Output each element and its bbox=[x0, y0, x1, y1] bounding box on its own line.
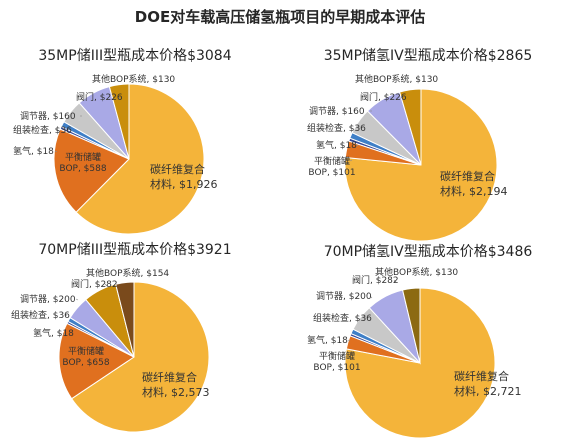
pie-slice-2-6 bbox=[115, 281, 135, 358]
slice-label-2-2: 氢气, $18 bbox=[33, 327, 74, 339]
pie-slice-3-6 bbox=[401, 287, 421, 364]
pie-chart-1: 碳纤维复合材料, $2,194 平衡储罐 BOP, $101 氢气, $18 组装检查,… bbox=[307, 73, 507, 242]
slice-label-3-1: 平衡储罐 BOP, $101 bbox=[313, 350, 360, 373]
slice-label-0-0: 碳纤维复合材料, $1,926 bbox=[150, 162, 217, 191]
leader-line-2-4 bbox=[75, 298, 79, 301]
slice-label-1-1: 平衡储罐 BOP, $101 bbox=[308, 155, 355, 178]
slice-label-2-4: 调节器, $200 bbox=[20, 294, 76, 305]
slice-label-2-6: 其他BOP系统, $154 bbox=[86, 267, 169, 279]
leader-line-1-1 bbox=[349, 159, 353, 162]
slice-label-3-5: 阀门, $282 bbox=[352, 274, 399, 286]
slice-label-2-1: 平衡储罐 BOP, $658 bbox=[62, 345, 109, 368]
pie-slice-3-0 bbox=[344, 287, 496, 438]
leader-line-0-2 bbox=[54, 150, 58, 153]
leader-line-2-2 bbox=[62, 332, 66, 336]
figure-title: DOE对车载高压储氢瓶项目的早期成本评估 bbox=[135, 8, 425, 26]
slice-label-3-6: 其他BOP系统, $130 bbox=[375, 266, 458, 278]
slice-label-2-5: 阀门, $282 bbox=[71, 278, 118, 290]
pie-slice-1-0 bbox=[344, 88, 498, 242]
slice-label-2-0: 碳纤维复合材料, $2,573 bbox=[142, 370, 209, 399]
leader-line-3-2 bbox=[347, 339, 351, 342]
slice-label-1-5: 阀门, $226 bbox=[360, 91, 407, 103]
pie-slice-2-1 bbox=[58, 322, 135, 400]
slice-label-3-4: 调节器, $200 bbox=[316, 291, 372, 302]
leader-line-1-5 bbox=[400, 96, 404, 99]
leader-line-0-3 bbox=[55, 129, 59, 132]
chart-title-70mp-type4: 70MP储氢IV型瓶成本价格$3486 bbox=[324, 244, 533, 260]
pie-chart-2: 碳纤维复合材料, $2,573 平衡储罐 BOP, $658 氢气, $18 组装检查,… bbox=[11, 267, 210, 433]
leader-line-1-2 bbox=[355, 144, 359, 147]
chart-title-70mp-type3: 70MP储III型瓶成本价格$3921 bbox=[38, 242, 231, 258]
pie-slice-0-0 bbox=[75, 83, 205, 235]
slice-label-1-0: 碳纤维复合材料, $2,194 bbox=[440, 169, 507, 198]
leader-line-0-5 bbox=[117, 96, 121, 100]
slice-label-3-0: 碳纤维复合材料, $2,721 bbox=[454, 369, 521, 398]
slice-label-0-3: 组装检查, $36 bbox=[13, 124, 72, 136]
chart-title-35mp-type3: 35MP储III型瓶成本价格$3084 bbox=[38, 48, 231, 64]
slice-label-2-3: 组装检查, $36 bbox=[11, 309, 70, 321]
leader-line-2-3 bbox=[64, 314, 68, 317]
pie-slice-2-0 bbox=[70, 281, 210, 433]
pie-chart-3: 碳纤维复合材料, $2,721 平衡储罐 BOP, $101 氢气, $18 组装检查,… bbox=[307, 266, 521, 438]
slice-label-0-1: 平衡储罐 BOP, $588 bbox=[59, 151, 106, 174]
chart-title-35mp-type4: 35MP储氢IV型瓶成本价格$2865 bbox=[324, 48, 533, 64]
slice-label-1-6: 其他BOP系统, $130 bbox=[355, 73, 438, 85]
slice-label-1-2: 氢气, $18 bbox=[316, 139, 357, 151]
slice-label-3-3: 组装检查, $36 bbox=[313, 312, 372, 324]
slice-label-1-4: 调节器, $160 bbox=[309, 106, 365, 117]
leader-line-3-5 bbox=[393, 279, 397, 283]
leader-line-2-5 bbox=[104, 283, 108, 287]
slice-label-0-2: 氢气, $18 bbox=[13, 145, 54, 157]
slice-label-1-3: 组装检查, $36 bbox=[307, 122, 366, 134]
slice-label-0-4: 调节器, $160 bbox=[20, 111, 76, 122]
pie-chart-0: 碳纤维复合材料, $1,926 平衡储罐 BOP, $588 氢气, $18 组装检查,… bbox=[13, 73, 217, 235]
pie-slice-0-6 bbox=[108, 83, 130, 160]
slice-label-3-2: 氢气, $18 bbox=[307, 334, 348, 346]
slice-label-0-5: 阀门, $226 bbox=[76, 91, 123, 103]
slice-label-0-6: 其他BOP系统, $130 bbox=[92, 73, 175, 85]
pie-slice-0-1 bbox=[53, 128, 130, 213]
leader-line-3-4 bbox=[369, 295, 373, 299]
pie-slice-1-6 bbox=[398, 88, 422, 166]
